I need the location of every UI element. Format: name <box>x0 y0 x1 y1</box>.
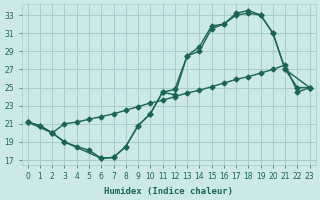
X-axis label: Humidex (Indice chaleur): Humidex (Indice chaleur) <box>104 187 233 196</box>
